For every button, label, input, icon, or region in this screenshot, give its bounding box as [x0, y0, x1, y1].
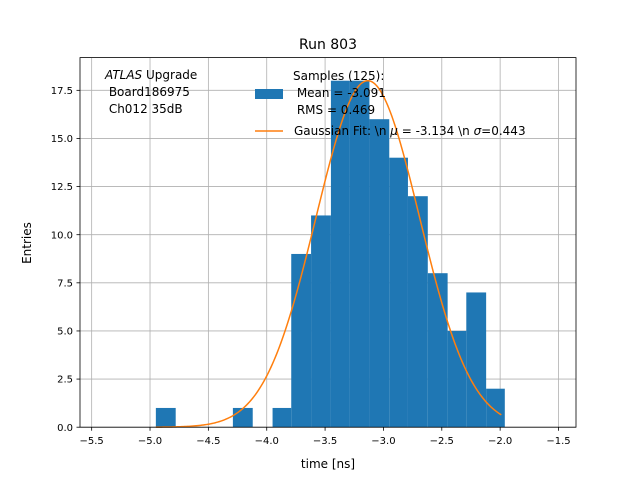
legend-swatch-samples	[255, 89, 283, 99]
legend-gauss-part-3: =0.443	[481, 124, 525, 138]
y-axis-label: Entries	[20, 222, 34, 264]
x-tick-label: −4.0	[255, 436, 279, 447]
histogram-bar	[407, 196, 428, 428]
histogram-bar	[369, 119, 390, 428]
x-tick-label: −3.5	[313, 436, 337, 447]
x-tick-label: −2.0	[488, 436, 512, 447]
histogram-bar	[447, 330, 467, 428]
histogram-bar	[466, 292, 487, 428]
x-axis-label: time [ns]	[301, 457, 355, 471]
histogram-bar	[389, 157, 408, 428]
legend-gauss-part-1: Gaussian Fit: \n	[294, 124, 390, 138]
histogram-bar	[330, 80, 350, 428]
y-tick-label: 2.5	[57, 375, 73, 386]
legend-gauss-sigma: σ	[474, 124, 482, 138]
y-tick-label: 10.0	[51, 230, 73, 241]
gaussian-fit-line	[155, 79, 502, 428]
annotation-atlas: ATLAS	[104, 68, 143, 82]
histogram-bar	[311, 215, 331, 428]
histogram-bar	[155, 407, 176, 428]
annotation-upgrade: Upgrade	[142, 68, 197, 82]
legend-gauss-part-2: = -3.134 \n	[398, 124, 474, 138]
legend-label-samples-line-1: Samples (125):	[293, 69, 384, 83]
legend-gauss-mu: μ	[389, 124, 398, 138]
x-tick-label: −1.5	[546, 436, 570, 447]
x-tick-label: −2.5	[430, 436, 454, 447]
y-tick-label: 12.5	[51, 182, 73, 193]
histogram-bar	[349, 80, 370, 428]
legend-label-samples-line-3: RMS = 0.469	[293, 103, 375, 117]
histogram-bar	[486, 388, 505, 428]
x-tick-label: −3.0	[371, 436, 395, 447]
legend-label-gaussian: Gaussian Fit: \n μ = -3.134 \n σ=0.443	[294, 124, 526, 138]
plot-frame	[79, 57, 577, 428]
chart-title: Run 803	[299, 37, 357, 53]
x-axis: −5.5 −5.0 −4.5 −4.0 −3.5 −3.0 −2.5 −2.0 −1.5	[80, 427, 571, 447]
x-tick-label: −5.0	[138, 436, 162, 447]
y-tick-label: 15.0	[51, 134, 73, 145]
histogram-bar	[291, 253, 312, 428]
y-axis: 0.0 2.5 5.0 7.5 10.0 12.5 15.0 17.5	[51, 86, 80, 434]
histogram-bar	[232, 407, 253, 428]
gaussian-fit	[155, 79, 502, 428]
legend-label-samples-line-2: Mean = -3.091	[293, 86, 386, 100]
y-tick-label: 7.5	[57, 278, 73, 289]
annotation-line-1: ATLAS Upgrade	[104, 68, 197, 82]
atlas-annotation: ATLAS Upgrade Board186975 Ch012 35dB	[104, 68, 197, 116]
y-tick-label: 0.0	[57, 423, 73, 434]
x-tick-label: −4.5	[196, 436, 220, 447]
y-tick-label: 5.0	[57, 327, 73, 338]
histogram-bars	[155, 80, 505, 428]
annotation-line-2: Board186975	[105, 85, 190, 99]
y-tick-label: 17.5	[51, 86, 73, 97]
annotation-line-3: Ch012 35dB	[105, 102, 183, 116]
histogram-bar	[427, 273, 448, 428]
x-tick-label: −5.5	[80, 436, 104, 447]
legend: Samples (125): Mean = -3.091 RMS = 0.469…	[255, 69, 526, 138]
histogram-bar	[272, 407, 292, 428]
